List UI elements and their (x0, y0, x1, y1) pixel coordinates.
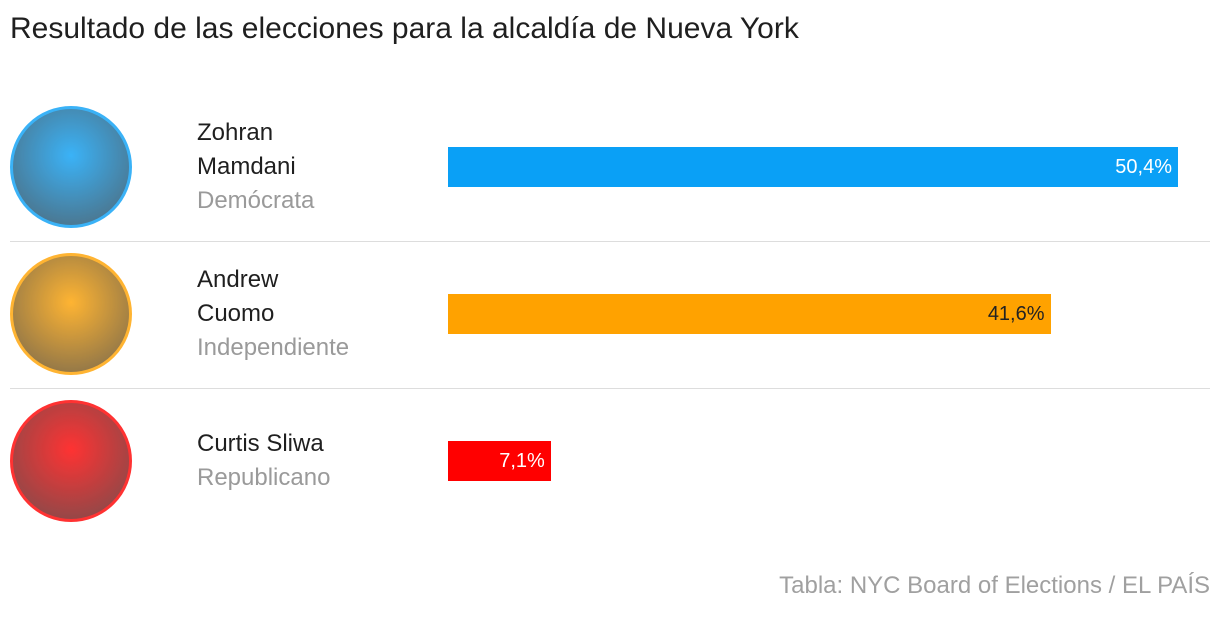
bar: 41,6% (448, 294, 1051, 334)
source: Tabla: NYC Board of Elections / EL PAÍS (779, 572, 1210, 599)
candidate-photo (10, 106, 132, 228)
candidate-name: Zohran Mamdani (197, 119, 296, 180)
row-separator (10, 388, 1210, 389)
candidate-info: Curtis Sliwa Republicano (197, 427, 357, 495)
candidate-info: Zohran Mamdani Demócrata (197, 116, 357, 218)
candidate-photo (10, 253, 132, 375)
candidate-info: Andrew Cuomo Independiente (197, 263, 357, 365)
bar: 50,4% (448, 147, 1178, 187)
candidate-name: Andrew Cuomo (197, 266, 279, 327)
value-label: 50,4% (1115, 156, 1172, 178)
chart-title: Resultado de las elecciones para la alca… (10, 12, 799, 45)
row-separator (10, 241, 1210, 242)
candidate-name: Curtis Sliwa (197, 430, 324, 457)
party: Republicano (197, 464, 331, 491)
value-label: 7,1% (499, 450, 545, 472)
value-label: 41,6% (987, 303, 1045, 325)
party: Independiente (197, 334, 350, 361)
party: Demócrata (197, 187, 315, 214)
bar: 7,1% (448, 441, 551, 481)
candidate-photo (10, 400, 132, 522)
